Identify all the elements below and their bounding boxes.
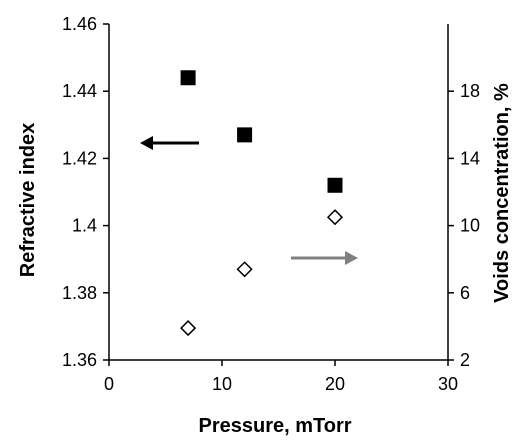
y-tick-label: 1.4 <box>72 216 97 236</box>
y-tick-label: 1.36 <box>62 350 97 370</box>
voids-concentration-point <box>326 209 344 226</box>
y-axis-title: Refractive index <box>17 123 39 278</box>
right-arrow-head <box>345 251 358 265</box>
x-tick-label: 30 <box>438 374 458 394</box>
y-tick-label: 1.38 <box>62 283 97 303</box>
y2-tick-label: 18 <box>460 81 480 101</box>
y-tick-label: 1.46 <box>62 14 97 34</box>
x-tick-label: 20 <box>325 374 345 394</box>
y2-tick-label: 2 <box>460 350 470 370</box>
left-arrow-head <box>140 136 153 150</box>
y-tick-label: 1.42 <box>62 148 97 168</box>
x-tick-label: 0 <box>104 374 114 394</box>
y2-axis-title: Voids concentration, % <box>491 83 513 303</box>
voids-concentration-point <box>180 320 197 337</box>
y2-tick-label: 10 <box>460 216 480 236</box>
y2-tick-label: 14 <box>460 148 480 168</box>
x-axis-title: Pressure, mTorr <box>198 415 351 437</box>
y-tick-label: 1.44 <box>62 81 97 101</box>
x-tick-label: 10 <box>212 374 232 394</box>
refractive-index-point <box>237 127 253 143</box>
refractive-index-point <box>180 70 196 86</box>
refractive-index-point <box>327 177 343 193</box>
voids-concentration-point <box>236 261 253 278</box>
y2-tick-label: 6 <box>460 283 470 303</box>
